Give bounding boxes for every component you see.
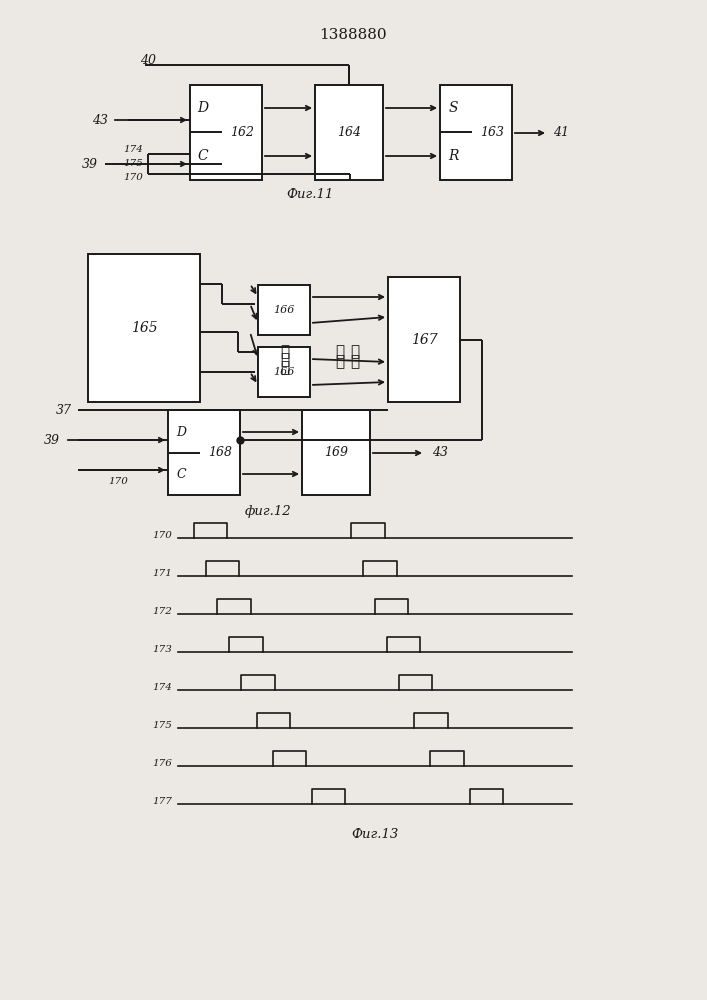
Text: ⋯: ⋯ xyxy=(281,345,290,359)
Text: 174: 174 xyxy=(123,145,143,154)
Text: ⋯: ⋯ xyxy=(281,353,290,367)
Text: 170: 170 xyxy=(152,530,172,540)
Text: ⋯: ⋯ xyxy=(281,361,290,375)
Text: C: C xyxy=(176,468,186,481)
Bar xyxy=(190,85,262,180)
Text: 169: 169 xyxy=(324,446,348,460)
Text: 170: 170 xyxy=(108,478,128,487)
Text: 176: 176 xyxy=(152,758,172,768)
Text: 37: 37 xyxy=(56,403,72,416)
Text: 164: 164 xyxy=(337,126,361,139)
Text: 175: 175 xyxy=(152,720,172,730)
Text: C: C xyxy=(198,149,209,163)
Text: ⋯: ⋯ xyxy=(335,345,344,359)
Bar xyxy=(315,85,383,180)
Text: 162: 162 xyxy=(230,126,254,139)
Text: S: S xyxy=(448,101,457,115)
Text: 39: 39 xyxy=(82,157,98,170)
Bar xyxy=(168,410,240,495)
Text: 173: 173 xyxy=(152,645,172,654)
Text: D: D xyxy=(176,426,186,438)
Text: 177: 177 xyxy=(152,796,172,806)
Bar xyxy=(388,277,460,402)
Text: 43: 43 xyxy=(92,113,108,126)
Text: 170: 170 xyxy=(123,172,143,182)
Text: ⋯: ⋯ xyxy=(351,345,360,359)
Text: ⋯: ⋯ xyxy=(351,355,360,369)
Text: 40: 40 xyxy=(140,53,156,66)
Text: 171: 171 xyxy=(152,568,172,578)
Text: Фиг.13: Фиг.13 xyxy=(351,828,399,840)
Bar xyxy=(88,254,200,402)
Text: 168: 168 xyxy=(208,446,232,460)
Bar xyxy=(440,85,512,180)
Text: D: D xyxy=(197,101,209,115)
Text: 165: 165 xyxy=(131,321,158,335)
Text: 163: 163 xyxy=(480,126,504,139)
Text: ⋯: ⋯ xyxy=(335,355,344,369)
Text: Фиг.11: Фиг.11 xyxy=(286,188,334,202)
Text: 167: 167 xyxy=(411,333,438,347)
Text: 43: 43 xyxy=(432,446,448,460)
Text: фиг.12: фиг.12 xyxy=(245,506,291,518)
Text: 166: 166 xyxy=(274,367,295,377)
Text: 175: 175 xyxy=(123,158,143,167)
Text: 166: 166 xyxy=(274,305,295,315)
Text: R: R xyxy=(448,149,458,163)
Bar xyxy=(258,285,310,335)
Bar xyxy=(258,347,310,397)
Text: 41: 41 xyxy=(553,126,569,139)
Text: 174: 174 xyxy=(152,682,172,692)
Text: 39: 39 xyxy=(44,434,60,446)
Bar xyxy=(302,410,370,495)
Text: 172: 172 xyxy=(152,606,172,615)
Text: 1388880: 1388880 xyxy=(319,28,387,42)
